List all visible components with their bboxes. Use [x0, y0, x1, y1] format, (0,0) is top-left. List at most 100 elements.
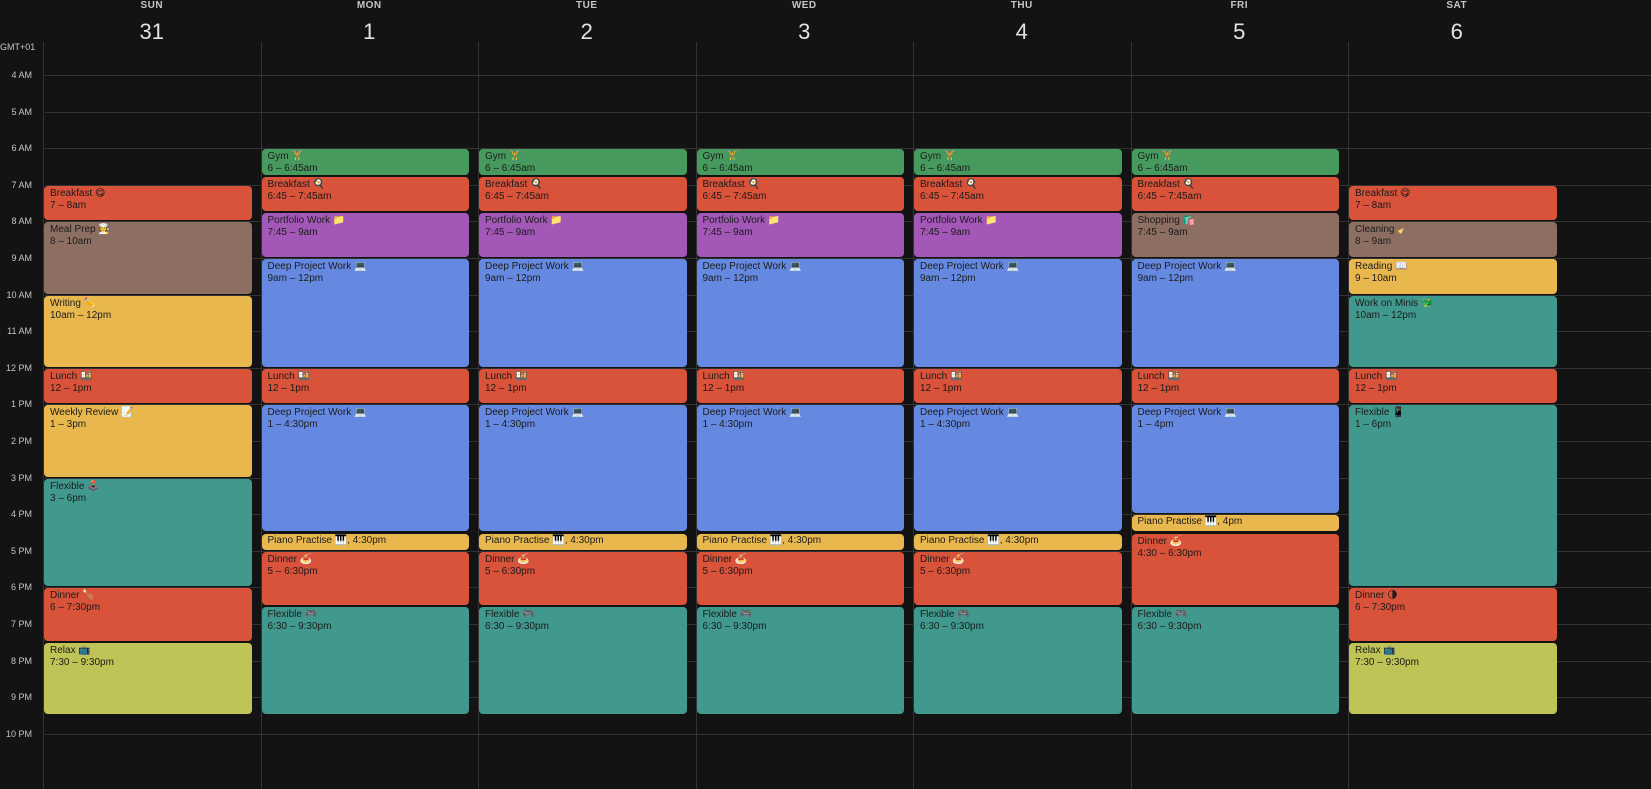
calendar-event[interactable]: Deep Project Work 💻 9am – 12pm — [914, 259, 1122, 367]
event-time: , 4:30pm — [347, 534, 387, 546]
event-time: 9am – 12pm — [267, 273, 324, 284]
day-header[interactable]: THU 4 — [913, 0, 1131, 45]
event-time: 7:30 – 9:30pm — [1355, 657, 1419, 669]
calendar-event[interactable]: Dinner 🍝 5 – 6:30pm — [696, 551, 904, 605]
calendar-event[interactable]: Piano Practise 🎹, 4:30pm — [261, 533, 469, 550]
event-title: Piano Practise 🎹 — [920, 534, 1000, 546]
calendar-event[interactable]: Flexible 🎮 6:30 – 9:30pm — [479, 606, 687, 715]
day-header[interactable]: TUE 2 — [478, 0, 696, 45]
calendar-event[interactable]: Deep Project Work 💻 1 – 4:30pm — [914, 405, 1122, 532]
calendar-event[interactable]: Breakfast 🍳 6:45 – 7:45am — [696, 176, 904, 212]
calendar-event[interactable]: Breakfast 🍳 6:45 – 7:45am — [479, 176, 687, 212]
calendar-event[interactable]: Flexible 🎮 6:30 – 9:30pm — [261, 606, 469, 715]
event-title: Gym 🏋️ — [702, 151, 739, 163]
calendar-event[interactable]: Flexible 📱 1 – 6pm — [1349, 405, 1557, 587]
event-time: 9am – 12pm — [702, 273, 759, 284]
event-title: Piano Practise 🎹 — [485, 534, 565, 546]
calendar-event[interactable]: Writing ✏️ 10am – 12pm — [44, 295, 252, 367]
event-time: 12 – 1pm — [267, 382, 310, 394]
day-header[interactable]: SUN 31 — [43, 0, 261, 45]
event-time: 5 – 6:30pm — [485, 565, 536, 577]
calendar-event[interactable]: Deep Project Work 💻 1 – 4pm — [1131, 405, 1339, 514]
calendar-event[interactable]: Deep Project Work 💻 9am – 12pm — [479, 259, 687, 367]
day-divider — [1348, 42, 1349, 789]
event-title: Meal Prep 🧑‍🍳 — [50, 224, 111, 236]
calendar-event[interactable]: Relax 📺 7:30 – 9:30pm — [1349, 643, 1557, 715]
calendar-event[interactable]: Breakfast 🍳 6:45 – 7:45am — [261, 176, 469, 212]
day-header[interactable]: WED 3 — [696, 0, 914, 45]
calendar-event[interactable]: Lunch 🍱 12 – 1pm — [1131, 368, 1339, 404]
calendar-event[interactable]: Relax 📺 7:30 – 9:30pm — [44, 643, 252, 715]
calendar-event[interactable]: Gym 🏋️ 6 – 6:45am — [1131, 149, 1339, 175]
day-number[interactable]: 2 — [580, 19, 593, 44]
calendar-event[interactable]: Meal Prep 🧑‍🍳 8 – 10am — [44, 222, 252, 294]
event-title: Gym 🏋️ — [267, 151, 304, 163]
calendar-event[interactable]: Gym 🏋️ 6 – 6:45am — [479, 149, 687, 175]
day-number[interactable]: 1 — [363, 19, 376, 44]
calendar-event[interactable]: Portfolio Work 📁 7:45 – 9am — [479, 213, 687, 257]
calendar-event[interactable]: Flexible 🎮 6:30 – 9:30pm — [914, 606, 1122, 715]
event-title: Piano Practise 🎹 — [1137, 516, 1218, 528]
calendar-event[interactable]: Breakfast 😋 7 – 8am — [1349, 185, 1557, 221]
calendar-event[interactable]: Lunch 🍱 12 – 1pm — [479, 368, 687, 404]
hour-label: 6 AM — [11, 143, 32, 154]
day-number[interactable]: 31 — [139, 19, 164, 44]
day-header[interactable]: FRI 5 — [1131, 0, 1349, 45]
calendar-event[interactable]: Reading 📖 9 – 10am — [1349, 259, 1557, 294]
calendar-event[interactable]: Lunch 🍱 12 – 1pm — [1349, 368, 1557, 404]
calendar-event[interactable]: Lunch 🍱 12 – 1pm — [44, 368, 252, 404]
calendar-event[interactable]: Portfolio Work 📁 7:45 – 9am — [696, 213, 904, 257]
calendar-event[interactable]: Portfolio Work 📁 7:45 – 9am — [914, 213, 1122, 257]
calendar-event[interactable]: Breakfast 🍳 6:45 – 7:45am — [914, 176, 1122, 212]
calendar-event[interactable]: Deep Project Work 💻 9am – 12pm — [696, 259, 904, 367]
calendar-event[interactable]: Deep Project Work 💻 1 – 4:30pm — [479, 405, 687, 532]
calendar-event[interactable]: Piano Practise 🎹, 4:30pm — [914, 533, 1122, 550]
day-number[interactable]: 5 — [1233, 19, 1246, 44]
calendar-event[interactable]: Gym 🏋️ 6 – 6:45am — [914, 149, 1122, 175]
calendar-event[interactable]: Lunch 🍱 12 – 1pm — [261, 368, 469, 404]
event-time: , 4:30pm — [999, 534, 1039, 546]
calendar-event[interactable]: Lunch 🍱 12 – 1pm — [696, 368, 904, 404]
day-divider — [43, 42, 44, 789]
event-title: Deep Project Work 💻 — [485, 261, 584, 272]
calendar-event[interactable]: Deep Project Work 💻 9am – 12pm — [1131, 259, 1339, 367]
calendar-event[interactable]: Breakfast 😋 7 – 8am — [44, 185, 252, 221]
calendar-event[interactable]: Dinner 🍝 5 – 6:30pm — [261, 551, 469, 605]
hour-label: 4 PM — [10, 509, 32, 520]
calendar-event[interactable]: Dinner 🍗 6 – 7:30pm — [44, 588, 252, 642]
event-time: 4:30 – 6:30pm — [1137, 547, 1202, 559]
calendar-event[interactable]: Shopping 🛍️ 7:45 – 9am — [1131, 213, 1339, 257]
calendar-event[interactable]: Weekly Review 📝 1 – 3pm — [44, 405, 252, 477]
day-number[interactable]: 3 — [798, 19, 811, 44]
calendar-event[interactable]: Flexible 🕹️ 3 – 6pm — [44, 478, 252, 587]
calendar-event[interactable]: Portfolio Work 📁 7:45 – 9am — [261, 213, 469, 257]
calendar-event[interactable]: Breakfast 🍳 6:45 – 7:45am — [1131, 176, 1339, 212]
day-of-week: SUN — [140, 0, 164, 11]
calendar-event[interactable]: Piano Practise 🎹, 4pm — [1131, 515, 1339, 532]
day-number[interactable]: 4 — [1015, 19, 1028, 44]
calendar-event[interactable]: Piano Practise 🎹, 4:30pm — [696, 533, 904, 550]
event-time: 6:45 – 7:45am — [702, 190, 767, 202]
calendar-event[interactable]: Deep Project Work 💻 1 – 4:30pm — [696, 405, 904, 532]
calendar-event[interactable]: Piano Practise 🎹, 4:30pm — [479, 533, 687, 550]
calendar-event[interactable]: Dinner 🌗 6 – 7:30pm — [1349, 588, 1557, 642]
calendar-event[interactable]: Dinner 🍝 4:30 – 6:30pm — [1131, 533, 1339, 605]
calendar-event[interactable]: Deep Project Work 💻 9am – 12pm — [261, 259, 469, 367]
calendar-event[interactable]: Gym 🏋️ 6 – 6:45am — [696, 149, 904, 175]
calendar-event[interactable]: Flexible 🎮 6:30 – 9:30pm — [696, 606, 904, 715]
calendar-event[interactable]: Gym 🏋️ 6 – 6:45am — [261, 149, 469, 175]
calendar-event[interactable]: Lunch 🍱 12 – 1pm — [914, 368, 1122, 404]
event-time: 7:45 – 9am — [485, 227, 536, 239]
calendar-event[interactable]: Cleaning 🧹 8 – 9am — [1349, 222, 1557, 257]
calendar-event[interactable]: Deep Project Work 💻 1 – 4:30pm — [261, 405, 469, 532]
day-header[interactable]: SAT 6 — [1348, 0, 1566, 45]
day-number[interactable]: 6 — [1450, 19, 1463, 44]
calendar-event[interactable]: Dinner 🍝 5 – 6:30pm — [479, 551, 687, 605]
calendar-event[interactable]: Work on Minis 🐲 10am – 12pm — [1349, 295, 1557, 367]
day-header[interactable]: MON 1 — [261, 0, 479, 45]
event-time: , 4pm — [1217, 516, 1243, 528]
event-title: Writing ✏️ — [50, 297, 97, 309]
calendar-event[interactable]: Dinner 🍝 5 – 6:30pm — [914, 551, 1122, 605]
hour-label: 5 PM — [10, 545, 32, 556]
calendar-event[interactable]: Flexible 🎮 6:30 – 9:30pm — [1131, 606, 1339, 715]
